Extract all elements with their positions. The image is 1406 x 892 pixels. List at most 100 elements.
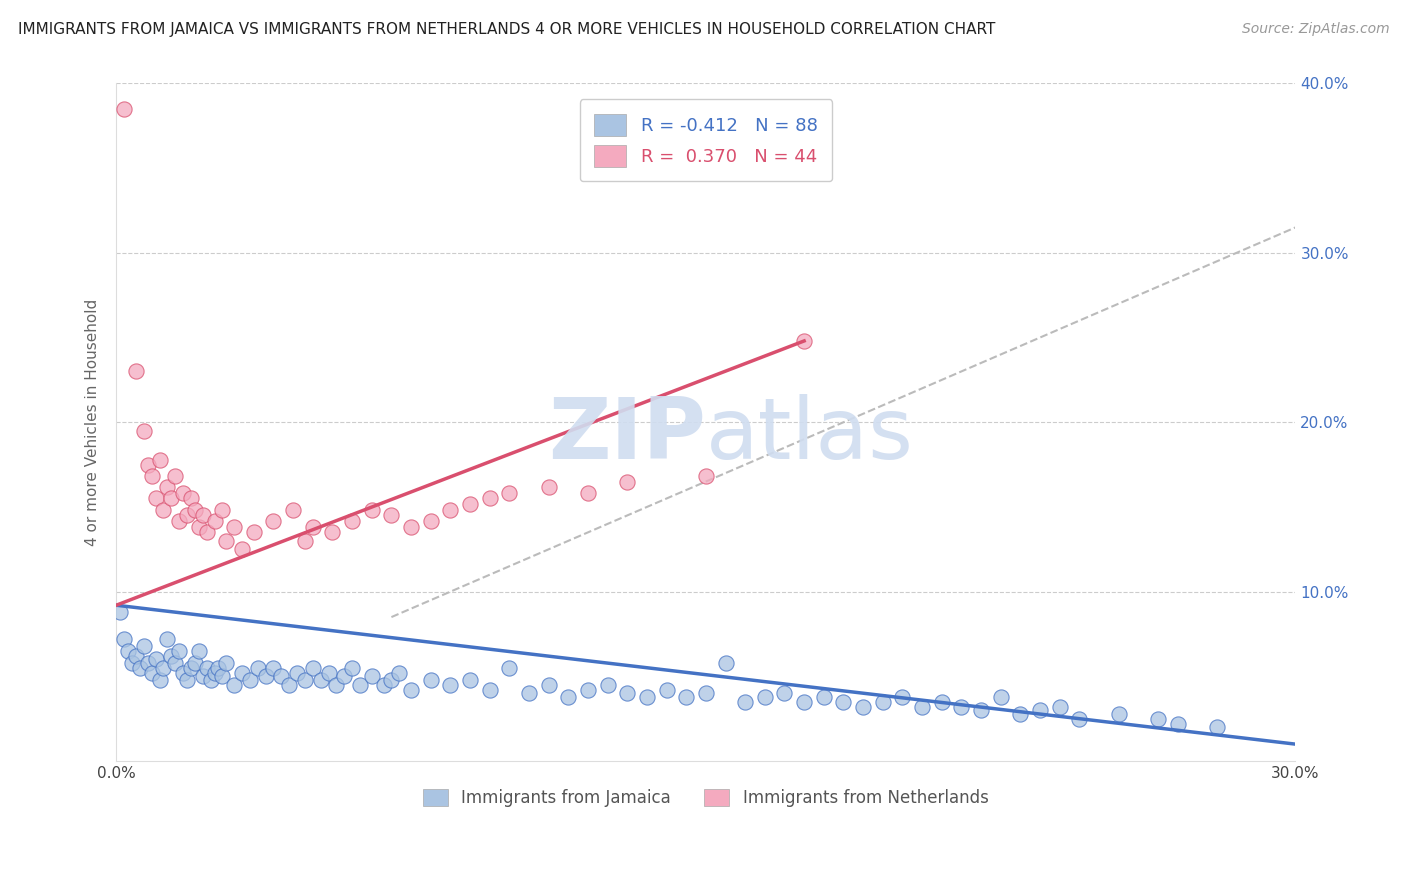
Point — [125, 364, 148, 378]
Point — [285, 665, 308, 680]
Point — [318, 665, 340, 680]
Point — [270, 669, 292, 683]
Point — [1069, 712, 1091, 726]
Point — [695, 469, 717, 483]
Point — [211, 503, 233, 517]
Point — [1049, 699, 1071, 714]
Point — [239, 673, 262, 687]
Point — [125, 648, 148, 663]
Point — [278, 678, 301, 692]
Point — [148, 673, 170, 687]
Point — [1029, 703, 1052, 717]
Point — [419, 514, 441, 528]
Point — [231, 665, 253, 680]
Point — [156, 480, 179, 494]
Point — [439, 503, 461, 517]
Point — [340, 514, 363, 528]
Point — [325, 678, 347, 692]
Point — [950, 699, 973, 714]
Point — [301, 661, 323, 675]
Point — [1108, 706, 1130, 721]
Point — [128, 661, 150, 675]
Point — [872, 695, 894, 709]
Point — [148, 452, 170, 467]
Point — [152, 661, 174, 675]
Point — [419, 673, 441, 687]
Point — [215, 656, 238, 670]
Point — [349, 678, 371, 692]
Point — [180, 491, 202, 506]
Point — [167, 514, 190, 528]
Point — [333, 669, 356, 683]
Point — [187, 520, 209, 534]
Point — [112, 632, 135, 646]
Point — [675, 690, 697, 704]
Point — [793, 695, 815, 709]
Point — [576, 682, 599, 697]
Point — [231, 542, 253, 557]
Point — [537, 480, 560, 494]
Point — [373, 678, 395, 692]
Point — [478, 682, 501, 697]
Point — [156, 632, 179, 646]
Point — [136, 656, 159, 670]
Point — [388, 665, 411, 680]
Point — [832, 695, 855, 709]
Point — [1147, 712, 1170, 726]
Point — [990, 690, 1012, 704]
Text: atlas: atlas — [706, 394, 914, 477]
Point — [754, 690, 776, 704]
Point — [224, 520, 246, 534]
Point — [246, 661, 269, 675]
Point — [294, 673, 316, 687]
Point — [195, 525, 218, 540]
Point — [852, 699, 875, 714]
Point — [160, 648, 183, 663]
Point — [695, 686, 717, 700]
Point — [813, 690, 835, 704]
Point — [176, 673, 198, 687]
Point — [931, 695, 953, 709]
Point — [321, 525, 343, 540]
Point — [224, 678, 246, 692]
Point — [172, 665, 194, 680]
Point — [184, 656, 207, 670]
Point — [187, 644, 209, 658]
Point — [263, 514, 285, 528]
Point — [132, 424, 155, 438]
Point — [243, 525, 266, 540]
Text: Source: ZipAtlas.com: Source: ZipAtlas.com — [1241, 22, 1389, 37]
Point — [301, 520, 323, 534]
Point — [176, 508, 198, 523]
Point — [970, 703, 993, 717]
Text: ZIP: ZIP — [548, 394, 706, 477]
Point — [655, 682, 678, 697]
Point — [160, 491, 183, 506]
Point — [596, 678, 619, 692]
Legend: Immigrants from Jamaica, Immigrants from Netherlands: Immigrants from Jamaica, Immigrants from… — [416, 782, 995, 814]
Point — [211, 669, 233, 683]
Point — [360, 503, 382, 517]
Point — [773, 686, 796, 700]
Y-axis label: 4 or more Vehicles in Household: 4 or more Vehicles in Household — [86, 299, 100, 546]
Point — [891, 690, 914, 704]
Point — [112, 102, 135, 116]
Point — [180, 661, 202, 675]
Point — [557, 690, 579, 704]
Point — [121, 656, 143, 670]
Point — [145, 491, 167, 506]
Point — [576, 486, 599, 500]
Point — [1205, 720, 1227, 734]
Point — [458, 497, 481, 511]
Point — [136, 458, 159, 472]
Point — [380, 508, 402, 523]
Point — [340, 661, 363, 675]
Point — [793, 334, 815, 348]
Point — [254, 669, 277, 683]
Point — [380, 673, 402, 687]
Point — [204, 514, 226, 528]
Point — [537, 678, 560, 692]
Point — [458, 673, 481, 687]
Point — [309, 673, 332, 687]
Point — [132, 639, 155, 653]
